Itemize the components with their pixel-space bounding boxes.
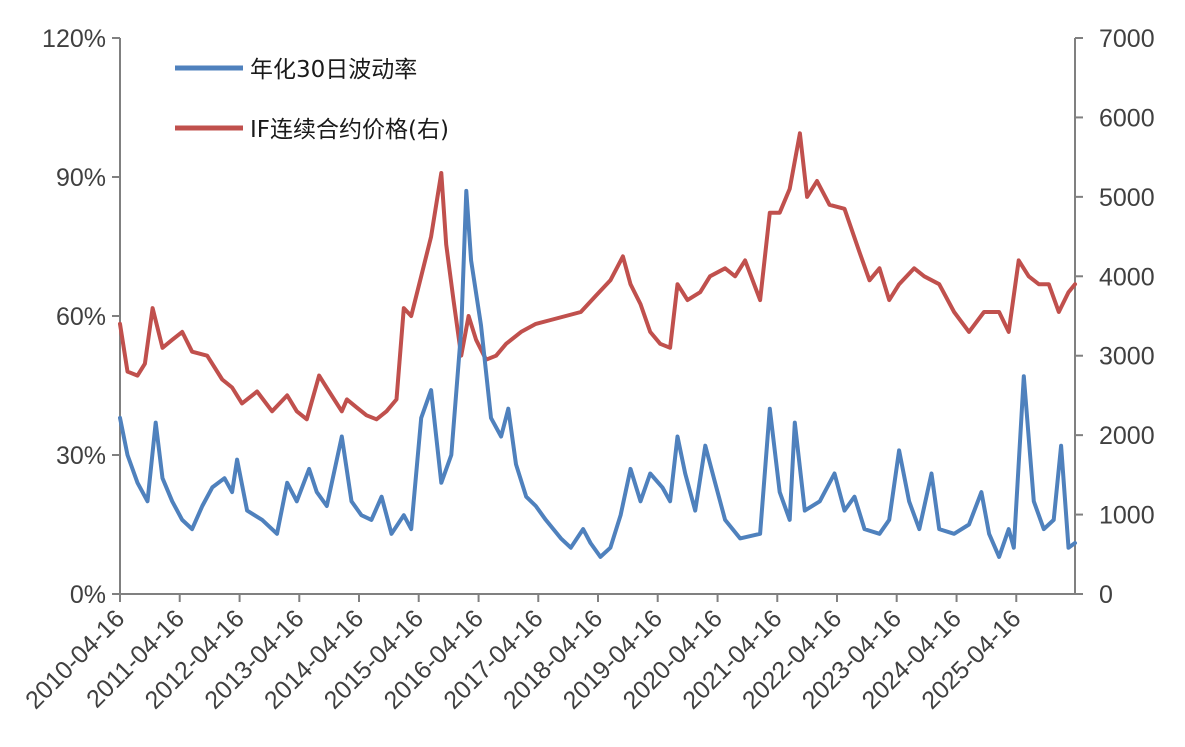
- left-y-ticks: 0% 30% 60% 90% 120%: [42, 25, 120, 609]
- right-tick-label: 3000: [1099, 343, 1155, 371]
- right-tick-label: 2000: [1099, 422, 1155, 450]
- right-tick-label: 7000: [1099, 25, 1155, 53]
- left-tick-label: 0%: [70, 581, 106, 609]
- legend-label-price: IF连续合约价格(右): [250, 117, 449, 143]
- left-tick-label: 60%: [56, 303, 106, 331]
- right-tick-label: 0: [1099, 581, 1113, 609]
- right-y-ticks: 0 1000 2000 3000 4000 5000 6000 7000: [1075, 25, 1155, 609]
- x-ticks: 2010-04-162011-04-162012-04-162013-04-16…: [20, 594, 1027, 715]
- left-tick-label: 90%: [56, 164, 106, 192]
- right-tick-label: 1000: [1099, 502, 1155, 530]
- legend-label-volatility: 年化30日波动率: [250, 57, 417, 83]
- right-tick-label: 5000: [1099, 184, 1155, 212]
- right-tick-label: 4000: [1099, 263, 1155, 291]
- series-layer: [118, 131, 1077, 559]
- left-tick-label: 120%: [42, 25, 106, 53]
- legend: 年化30日波动率 IF连续合约价格(右): [175, 57, 449, 143]
- right-tick-label: 6000: [1099, 104, 1155, 132]
- series-line-volatility: [118, 188, 1077, 559]
- series-line-price: [118, 131, 1077, 422]
- left-tick-label: 30%: [56, 442, 106, 470]
